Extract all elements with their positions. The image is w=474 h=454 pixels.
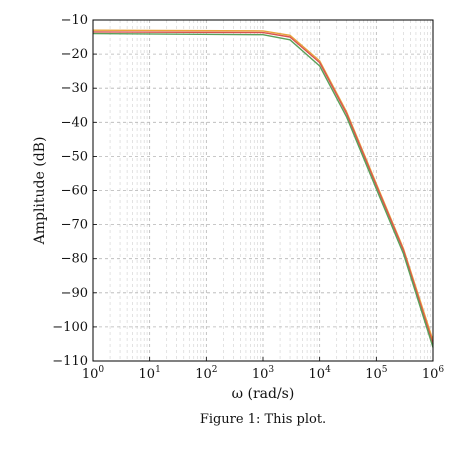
x-tick-label: 103: [252, 365, 275, 382]
y-tick-label: −70: [61, 218, 88, 233]
x-tick-exponent: 3: [268, 365, 274, 375]
x-tick-base: 10: [82, 367, 99, 382]
y-tick-label: −10: [61, 13, 88, 28]
y-tick-label: −100: [52, 320, 88, 335]
y-tick-labels: −10 −20 −30 −40 −50 −60 −70 −80 −90 −100 −110: [52, 13, 97, 369]
y-tick-label: −110: [52, 354, 88, 369]
y-tick-label: −50: [61, 149, 88, 164]
x-tick-base: 10: [309, 367, 326, 382]
y-tick-label: −80: [61, 252, 88, 267]
x-tick-base: 10: [195, 367, 212, 382]
series-lines: [92, 29, 434, 348]
x-tick-exponent: 5: [382, 365, 388, 375]
series-line-3: [92, 32, 434, 348]
x-tick-label: 102: [195, 365, 217, 382]
grid: [92, 19, 433, 362]
y-axis-label: Amplitude (dB): [32, 137, 48, 246]
x-tick-exponent: 2: [212, 365, 218, 375]
series-line-2: [92, 31, 434, 345]
x-tick-label: 100: [82, 365, 105, 382]
x-tick-label: 104: [309, 365, 332, 382]
y-tick-label: −90: [61, 286, 88, 301]
y-tick-label: −60: [61, 184, 88, 199]
x-tick-base: 10: [252, 367, 269, 382]
x-tick-exponent: 6: [438, 365, 444, 375]
x-tick-base: 10: [422, 367, 439, 382]
x-tick-base: 10: [365, 367, 382, 382]
y-tick-label: −30: [61, 81, 88, 96]
x-tick-exponent: 0: [98, 365, 104, 375]
x-tick-exponent: 1: [155, 365, 161, 375]
x-tick-base: 10: [139, 367, 156, 382]
figure-caption: Figure 1: This plot.: [200, 412, 326, 427]
y-tick-label: −40: [61, 115, 88, 130]
x-axis-label: ω (rad/s): [232, 386, 295, 402]
x-tick-label: 105: [365, 365, 388, 382]
x-tick-label: 101: [139, 365, 161, 382]
y-tick-label: −20: [61, 47, 88, 62]
x-tick-labels: 100 101 102 103 104 105 106: [82, 357, 445, 382]
x-tick-label: 106: [422, 365, 445, 382]
x-tick-exponent: 4: [325, 365, 331, 375]
